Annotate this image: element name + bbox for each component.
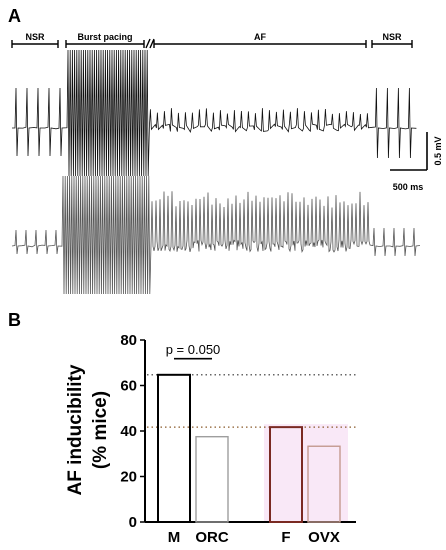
segment-bars — [11, 40, 413, 48]
y-axis-title: AF inducibility (% mice) — [65, 364, 111, 495]
ecg-trace-bottom — [11, 175, 421, 295]
x-tick-label-m: M — [168, 529, 181, 546]
ecg-trace-top — [12, 49, 417, 177]
x-tick-label-orc: ORC — [195, 529, 229, 546]
scale-bar — [390, 132, 428, 171]
y-axis-title-line-1: AF inducibility — [65, 364, 86, 495]
x-tick-label-f: F — [281, 529, 290, 546]
segment-label-nsr-1: NSR — [25, 32, 45, 42]
segment-label-nsr-2: NSR — [382, 32, 402, 42]
y-tick-label-20: 20 — [120, 469, 137, 486]
x-tick-label-ovx: OVX — [308, 529, 340, 546]
bar-orc — [195, 435, 229, 523]
ecg-traces — [11, 49, 421, 295]
bar-m — [157, 373, 191, 523]
female-group-band — [264, 424, 348, 522]
axis-break-mark — [145, 38, 155, 49]
segment-label-burst: Burst pacing — [77, 32, 132, 42]
segment-label-af: AF — [254, 32, 266, 42]
y-tick-label-80: 80 — [120, 332, 137, 349]
y-axis-title-line-2: (% mice) — [90, 391, 111, 469]
bar-chart: 0 20 40 60 80 M ORC F OVX p = 0.050 — [120, 332, 356, 546]
bar-ovx — [307, 445, 341, 523]
panel-b-label: B — [8, 310, 21, 330]
panel-a-label: A — [8, 6, 21, 26]
scale-bar-voltage-label: 0.5 mV — [433, 136, 443, 165]
y-tick-label-0: 0 — [129, 514, 137, 531]
y-tick-label-60: 60 — [120, 378, 137, 395]
significance-label: p = 0.050 — [166, 342, 221, 357]
scale-bar-time-label: 500 ms — [393, 182, 424, 192]
y-tick-label-40: 40 — [120, 423, 137, 440]
bar-f — [269, 426, 303, 524]
